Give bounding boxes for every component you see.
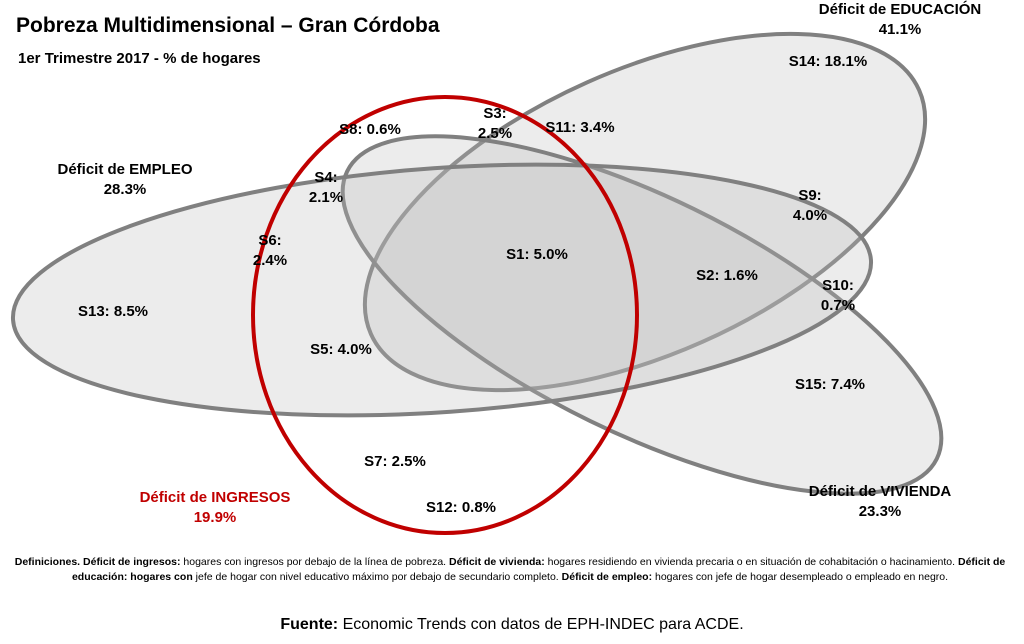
region-s9: S9: 4.0% [780,186,840,226]
ellipse-ingresos [251,95,639,535]
def-vivienda-term: Déficit de vivienda: [449,556,545,568]
region-s6-value: 2.4% [252,252,288,269]
set-label-empleo: Déficit de EMPLEO 28.3% [30,160,220,200]
definitions-intro: Definiciones. [14,556,81,568]
def-empleo-text: hogares con jefe de hogar desempleado o … [655,571,949,583]
region-s11: S11: 3.4% [545,119,615,136]
def-vivienda-text: hogares residiendo en vivienda precaria … [547,556,956,568]
region-s4-id: S4: [314,169,338,186]
set-value-ingresos: 19.9% [193,509,237,526]
set-name-empleo: Déficit de EMPLEO [57,161,193,178]
region-s9-value: 4.0% [792,207,828,224]
definitions: Definiciones. Déficit de ingresos: hogar… [10,555,1010,585]
region-s8: S8: 0.6% [339,121,401,138]
ellipse-empleo [10,162,874,418]
region-s3-value: 2.5% [477,125,513,142]
region-s12: S12: 0.8% [425,499,497,516]
region-s15: S15: 7.4% [794,376,866,393]
set-value-empleo: 28.3% [103,181,147,198]
source-line: Fuente: Economic Trends con datos de EPH… [0,616,1024,634]
ellipse-vivienda [340,134,944,496]
region-s10-value: 0.7% [820,297,856,314]
region-s6: S6: 2.4% [240,231,300,271]
region-s14: S14: 18.1% [788,53,868,70]
source-label: Fuente: [280,616,339,633]
def-educacion-term: Déficit de educación: hogares con [71,556,1006,583]
region-s4: S4: 2.1% [296,168,356,208]
set-name-ingresos: Déficit de INGRESOS [139,489,291,506]
region-s5: S5: 4.0% [310,341,372,358]
def-educacion-text: jefe de hogar con nivel educativo máximo… [195,571,559,583]
region-s2: S2: 1.6% [696,267,758,284]
ellipse-educacion [362,31,928,393]
set-name-educacion: Déficit de EDUCACIÓN [818,1,982,18]
set-label-vivienda: Déficit de VIVIENDA 23.3% [780,482,980,522]
def-ingresos-term: Déficit de ingresos: [83,556,181,568]
set-value-vivienda: 23.3% [858,503,902,520]
region-s3: S3: 2.5% [465,104,525,144]
def-empleo-term: Déficit de empleo: [561,571,653,583]
region-s6-id: S6: [258,232,282,249]
region-s9-id: S9: [798,187,822,204]
region-s13: S13: 8.5% [77,303,149,320]
region-s10-id: S10: [822,277,854,294]
set-label-educacion: Déficit de EDUCACIÓN 41.1% [800,0,1000,40]
set-name-vivienda: Déficit de VIVIENDA [808,483,952,500]
def-ingresos-text: hogares con ingresos por debajo de la lí… [183,556,447,568]
region-s10: S10: 0.7% [808,276,868,316]
set-label-ingresos: Déficit de INGRESOS 19.9% [110,488,320,528]
source-text: Economic Trends con datos de EPH-INDEC p… [342,616,744,633]
chart-title: Pobreza Multidimensional – Gran Córdoba [16,14,440,37]
chart-subtitle: 1er Trimestre 2017 - % de hogares [18,50,261,67]
region-s7: S7: 2.5% [364,453,426,470]
set-value-educacion: 41.1% [878,21,922,38]
region-s3-id: S3: [483,105,507,122]
region-s4-value: 2.1% [308,189,344,206]
region-s1: S1: 5.0% [506,246,568,263]
